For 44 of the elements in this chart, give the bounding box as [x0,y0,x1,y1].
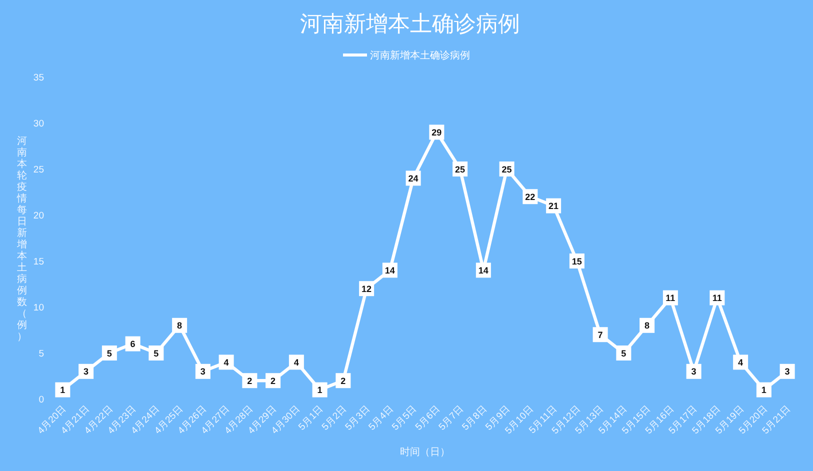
legend-label: 河南新增本土确诊病例 [370,50,470,62]
data-label: 24 [408,174,418,184]
data-label: 14 [384,266,395,276]
data-label: 14 [478,266,488,276]
data-label: 25 [455,164,466,174]
data-label: 3 [84,366,89,377]
data-label: 2 [270,376,276,386]
y-tick-label: 30 [33,118,44,130]
data-label: 3 [691,366,696,377]
y-tick-label: 0 [38,394,44,406]
data-label: 5 [621,348,626,358]
ylabel: 河南本轮疫情每日新增本土病例数（例） [17,136,27,342]
data-label: 5 [106,348,112,358]
data-label: 1 [317,385,322,396]
data-label: 8 [177,320,182,331]
data-label: 29 [432,128,442,138]
data-label: 7 [598,330,603,340]
data-label: 3 [784,366,790,377]
y-tick-label: 20 [33,210,44,222]
y-tick-label: 15 [33,256,44,268]
title: 河南新增本土确诊病例 [300,11,520,36]
data-label: 4 [294,358,299,368]
data-label: 1 [60,385,66,396]
data-label: 15 [572,256,582,266]
data-label: 1 [761,385,766,396]
data-label: 2 [247,376,252,386]
data-label: 11 [666,293,676,304]
y-tick-label: 25 [33,164,44,176]
data-label: 22 [525,192,536,202]
data-label: 4 [224,358,229,368]
data-label: 11 [712,293,722,304]
xlabel: 时间（日） [400,447,450,458]
data-label: 2 [340,376,346,386]
y-tick-label: 35 [33,72,44,84]
data-label: 4 [738,358,744,368]
data-label: 8 [644,320,650,331]
y-tick-label: 10 [33,302,44,314]
data-label: 12 [362,284,372,294]
data-label: 6 [130,339,136,350]
data-label: 21 [548,201,559,212]
y-tick-label: 5 [38,348,44,360]
data-label: 5 [154,348,159,358]
data-label: 3 [200,366,206,377]
data-label: 25 [502,164,512,174]
